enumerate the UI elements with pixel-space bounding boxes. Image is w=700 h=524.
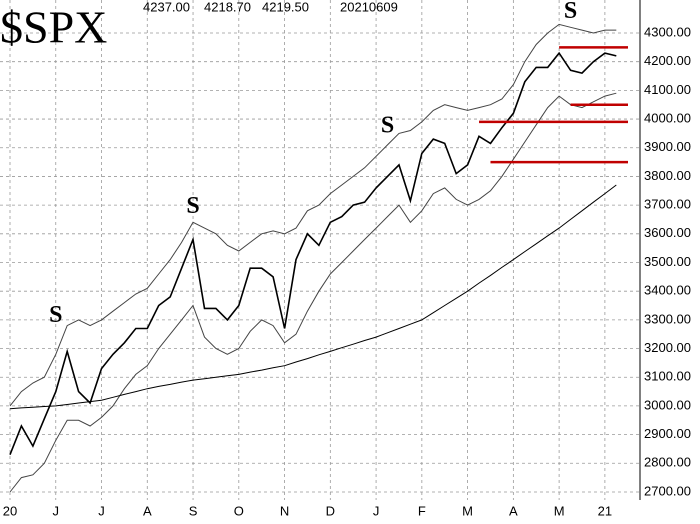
- price-line: [9, 92, 617, 493]
- price-line: [9, 23, 617, 407]
- x-tick-label: J: [98, 503, 105, 518]
- x-tick-label: J: [53, 503, 60, 518]
- x-tick-label: F: [418, 503, 426, 518]
- y-tick-label: 3600.00: [644, 225, 691, 240]
- y-tick-label: 3000.00: [644, 397, 691, 412]
- low-label: 4219.50: [262, 0, 309, 14]
- x-tick-label: D: [326, 503, 335, 518]
- x-tick-label: O: [234, 503, 244, 518]
- y-tick-label: 3400.00: [644, 283, 691, 298]
- x-tick-label: J: [373, 503, 380, 518]
- signal-marker: S: [381, 113, 394, 139]
- y-tick-label: 4000.00: [644, 110, 691, 125]
- y-tick-label: 3100.00: [644, 369, 691, 384]
- x-tick-label: A: [509, 503, 518, 518]
- x-tick-label: 20: [3, 503, 17, 518]
- y-tick-label: 3200.00: [644, 340, 691, 355]
- signal-marker: S: [186, 193, 199, 219]
- x-tick-label: A: [143, 503, 152, 518]
- y-tick-label: 2900.00: [644, 426, 691, 441]
- x-tick-label: M: [462, 503, 473, 518]
- x-tick-label: M: [554, 503, 565, 518]
- open-label: 4237.00: [143, 0, 190, 14]
- y-tick-label: 4200.00: [644, 53, 691, 68]
- chart-title: $SPX: [0, 2, 107, 53]
- x-tick-label: N: [280, 503, 289, 518]
- y-tick-label: 3500.00: [644, 254, 691, 269]
- high-label: 4218.70: [204, 0, 251, 14]
- y-tick-label: 3300.00: [644, 311, 691, 326]
- y-tick-label: 4300.00: [644, 24, 691, 39]
- date-label: 20210609: [340, 0, 398, 14]
- price-line: [9, 184, 617, 410]
- y-tick-label: 3800.00: [644, 168, 691, 183]
- signal-marker: S: [49, 302, 62, 328]
- x-tick-label: S: [189, 503, 198, 518]
- y-tick-label: 3700.00: [644, 197, 691, 212]
- price-line: [9, 51, 617, 455]
- x-tick-label: 21: [598, 503, 612, 518]
- y-tick-label: 3900.00: [644, 139, 691, 154]
- y-tick-label: 2800.00: [644, 455, 691, 470]
- signal-marker: S: [564, 0, 577, 24]
- y-tick-label: 4100.00: [644, 82, 691, 97]
- y-tick-label: 2700.00: [644, 483, 691, 498]
